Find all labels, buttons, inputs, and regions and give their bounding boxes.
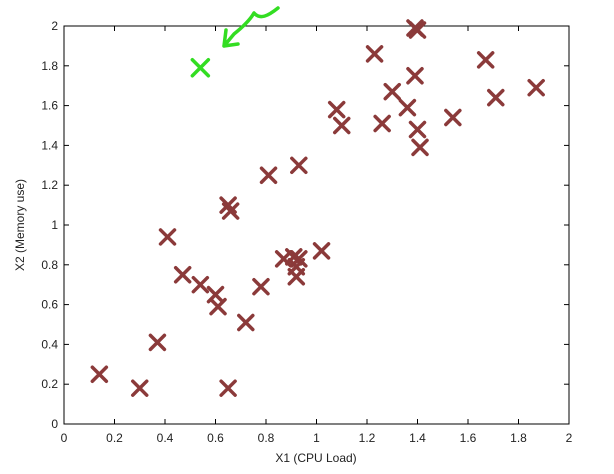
x-tick-label: 0.6 — [207, 431, 224, 445]
data-point-x-marker — [408, 120, 427, 139]
data-point-x-marker — [287, 267, 306, 286]
y-tick-label: 1 — [51, 218, 58, 232]
y-tick-label: 1.4 — [41, 138, 58, 152]
x-tick-label: 0.4 — [157, 431, 174, 445]
data-point-x-marker — [411, 138, 429, 157]
y-tick-label: 0.8 — [41, 258, 58, 272]
data-point-x-marker — [444, 108, 462, 127]
y-tick-label: 0 — [51, 417, 58, 431]
data-point-x-marker — [408, 21, 427, 39]
y-tick-label: 0.6 — [41, 298, 58, 312]
data-point-x-marker — [158, 228, 177, 246]
x-tick-label: 1.4 — [409, 431, 426, 445]
data-point-x-marker — [290, 156, 308, 175]
data-point-x-marker — [312, 242, 331, 260]
y-tick-label: 0.4 — [41, 337, 58, 351]
data-point-x-marker — [365, 45, 384, 63]
y-tick-label: 1.8 — [41, 59, 58, 73]
hand-drawn-annotation — [190, 6, 280, 78]
annotation-arrow — [222, 6, 280, 48]
x-axis-label: X1 (CPU Load) — [275, 451, 356, 465]
data-point-x-marker — [398, 98, 417, 117]
x-axis-ticks: 0 0.2 0.4 0.6 0.8 1 1.2 1.4 1.6 1.8 2 — [61, 26, 573, 445]
data-point-x-marker — [173, 266, 192, 284]
data-point-x-marker — [327, 100, 346, 119]
x-tick-label: 0.2 — [106, 431, 123, 445]
y-tick-label: 2 — [51, 19, 58, 33]
data-point-x-marker — [476, 51, 495, 69]
data-point-x-marker — [90, 365, 109, 383]
annotation-x-marker — [190, 58, 211, 78]
y-tick-label: 1.6 — [41, 99, 58, 113]
data-point-x-marker — [487, 88, 505, 107]
x-tick-label: 1.2 — [359, 431, 376, 445]
data-point-x-marker — [131, 379, 149, 397]
data-point-x-marker — [252, 277, 270, 296]
data-point-x-marker — [333, 116, 351, 135]
y-tick-label: 1.2 — [41, 178, 58, 192]
data-points — [90, 19, 545, 397]
data-point-x-marker — [373, 114, 391, 133]
data-point-x-marker — [383, 82, 401, 101]
data-point-x-marker — [406, 67, 424, 85]
data-point-x-marker — [527, 78, 545, 97]
x-tick-label: 2 — [566, 431, 573, 445]
data-point-x-marker — [148, 333, 167, 352]
data-point-x-marker — [259, 166, 278, 184]
x-tick-label: 1.8 — [510, 431, 527, 445]
data-point-x-marker — [191, 275, 210, 294]
x-tick-label: 0.8 — [258, 431, 275, 445]
y-tick-label: 0.2 — [41, 377, 58, 391]
data-point-x-marker — [209, 297, 227, 316]
y-axis-ticks: 0 0.2 0.4 0.6 0.8 1 1.2 1.4 1.6 1.8 2 — [41, 19, 569, 431]
data-point-x-marker — [290, 250, 308, 268]
data-point-x-marker — [237, 313, 255, 332]
plot-area — [63, 25, 570, 425]
data-point-x-marker — [221, 202, 240, 220]
x-tick-label: 1 — [313, 431, 320, 445]
x-tick-label: 0 — [61, 431, 68, 445]
y-axis-label: X2 (Memory use) — [13, 179, 27, 271]
x-tick-label: 1.6 — [460, 431, 477, 445]
data-point-x-marker — [219, 379, 237, 397]
